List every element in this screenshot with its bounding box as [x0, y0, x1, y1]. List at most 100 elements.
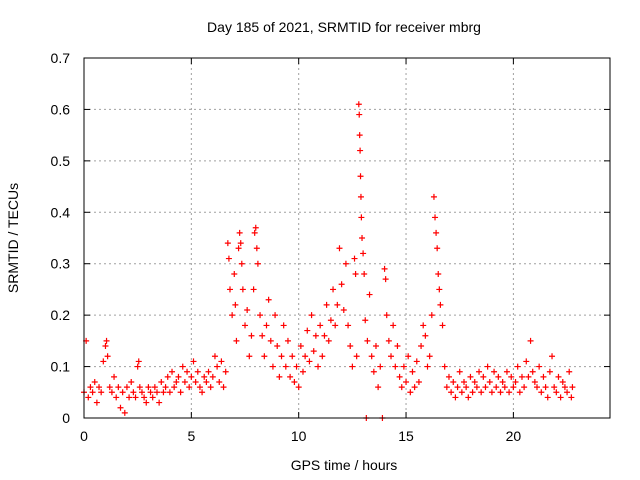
data-point	[529, 368, 536, 375]
data-point	[405, 353, 412, 360]
y-tick-label: 0.2	[51, 307, 71, 323]
data-point	[257, 312, 264, 319]
data-point	[434, 245, 441, 252]
data-point	[538, 389, 545, 396]
data-point	[357, 147, 364, 154]
data-point	[263, 322, 270, 329]
data-point	[310, 348, 317, 355]
data-point	[568, 394, 575, 401]
data-point	[251, 229, 258, 236]
data-point	[147, 389, 154, 396]
data-point	[445, 373, 452, 380]
data-point	[232, 301, 239, 308]
data-point	[106, 384, 113, 391]
tick-labels: 0 5 10 15 20 0 0.1 0.2 0.3 0.4 0.5 0.6 0.7	[51, 50, 522, 444]
data-point	[289, 353, 296, 360]
data-point	[349, 363, 356, 370]
data-point	[119, 389, 126, 396]
data-point	[225, 255, 232, 262]
data-point	[184, 368, 191, 375]
data-point	[336, 245, 343, 252]
data-point	[115, 384, 122, 391]
data-point	[454, 384, 461, 391]
grid	[84, 58, 610, 418]
data-point	[347, 343, 354, 349]
data-point	[491, 368, 498, 375]
data-point	[96, 384, 103, 391]
data-point	[527, 337, 534, 344]
data-point	[278, 353, 285, 360]
data-point	[186, 384, 193, 391]
data-point	[407, 389, 414, 396]
data-point	[358, 214, 365, 221]
data-point	[190, 358, 197, 365]
data-point	[364, 337, 371, 344]
data-point	[338, 281, 345, 288]
data-point	[121, 409, 128, 416]
data-point	[458, 389, 465, 396]
data-point	[388, 353, 395, 360]
y-axis-label: SRMTID / TECUs	[5, 183, 21, 293]
data-point	[138, 389, 145, 396]
data-point	[179, 363, 186, 370]
data-point	[233, 337, 240, 344]
data-point	[199, 389, 206, 396]
data-point	[544, 394, 551, 401]
data-point	[284, 337, 291, 344]
data-point	[297, 343, 304, 349]
data-point	[372, 343, 379, 349]
data-point	[516, 389, 523, 396]
data-point	[512, 379, 519, 385]
data-point	[229, 312, 236, 319]
data-point	[218, 358, 225, 365]
data-point	[448, 389, 455, 396]
data-point	[342, 260, 349, 267]
data-point	[467, 373, 474, 380]
data-point	[173, 379, 180, 385]
axis-ticks	[83, 57, 610, 419]
data-point	[235, 245, 242, 252]
data-point	[248, 332, 255, 339]
y-tick-label: 0.1	[51, 359, 71, 375]
x-tick-label: 20	[506, 428, 522, 444]
data-point	[134, 363, 141, 370]
data-point	[555, 373, 562, 380]
data-point	[216, 379, 223, 385]
y-tick-label: 0.5	[51, 153, 71, 169]
data-point	[132, 394, 139, 401]
data-point	[476, 368, 483, 375]
data-point	[564, 389, 571, 396]
data-point	[160, 389, 167, 396]
data-point	[287, 373, 294, 380]
data-point	[385, 337, 392, 344]
plot-frame	[83, 57, 611, 419]
data-point	[430, 193, 437, 200]
data-point	[205, 368, 212, 375]
data-point	[360, 250, 367, 257]
data-point	[295, 384, 302, 391]
data-point	[497, 389, 504, 396]
data-point	[141, 394, 148, 401]
y-tick-label: 0	[62, 410, 70, 426]
data-point	[518, 373, 525, 380]
data-point	[259, 332, 266, 339]
data-point	[422, 332, 429, 339]
data-point	[353, 353, 360, 360]
data-point	[398, 384, 405, 391]
data-point	[236, 229, 243, 236]
data-point	[471, 379, 478, 385]
data-point	[390, 322, 397, 329]
data-point	[93, 399, 100, 406]
data-point	[196, 384, 203, 391]
data-point	[164, 373, 171, 380]
data-point	[143, 399, 150, 406]
data-point	[418, 343, 425, 349]
data-point	[149, 394, 156, 401]
data-point	[102, 343, 109, 349]
data-point	[308, 312, 315, 319]
data-point	[244, 307, 251, 313]
data-point	[254, 260, 261, 267]
y-tick-label: 0.3	[51, 256, 71, 272]
data-point	[452, 394, 459, 401]
data-point	[433, 229, 440, 236]
